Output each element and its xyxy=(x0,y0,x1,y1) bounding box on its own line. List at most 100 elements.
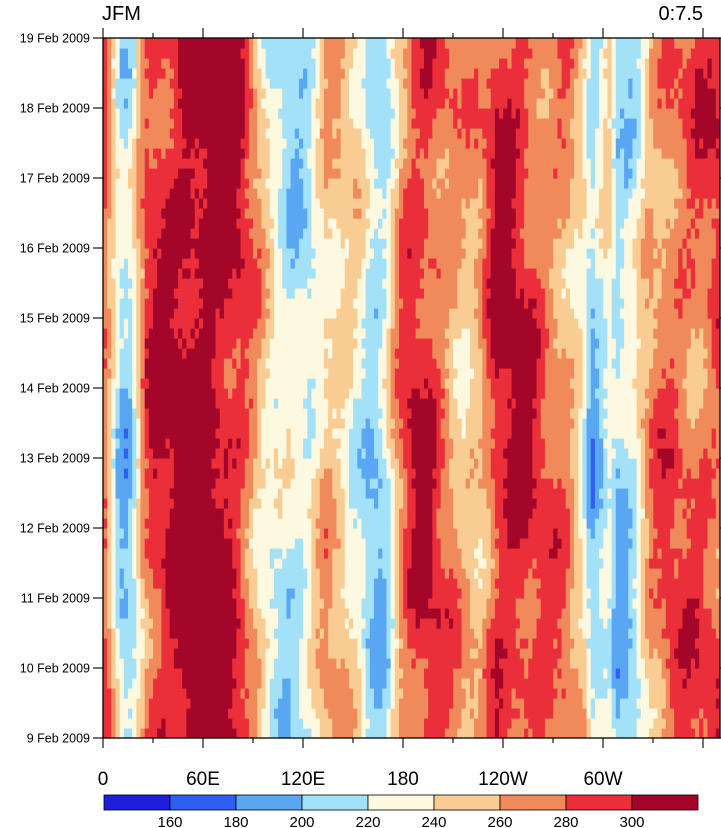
heatmap-cell xyxy=(165,258,171,269)
heatmap-cell xyxy=(232,588,238,599)
heatmap-cell xyxy=(215,88,221,99)
heatmap-cell xyxy=(390,288,396,299)
heatmap-cell xyxy=(340,708,346,719)
heatmap-cell xyxy=(157,438,162,449)
heatmap-cell xyxy=(257,548,263,559)
heatmap-cell xyxy=(269,688,275,699)
heatmap-cell xyxy=(236,338,242,349)
heatmap-cell xyxy=(153,48,158,59)
heatmap-cell xyxy=(236,458,242,469)
heatmap-cell xyxy=(178,498,183,509)
heatmap-cell xyxy=(203,118,208,129)
heatmap-cell xyxy=(111,348,117,359)
heatmap-cell xyxy=(228,88,233,99)
heatmap-cell xyxy=(328,238,333,249)
heatmap-cell xyxy=(236,348,242,359)
heatmap-cell xyxy=(373,38,379,49)
heatmap-cell xyxy=(273,148,279,159)
heatmap-cell xyxy=(223,88,229,99)
heatmap-cell xyxy=(323,48,329,59)
heatmap-cell xyxy=(319,318,325,329)
heatmap-cell xyxy=(323,458,329,469)
heatmap-cell xyxy=(382,648,388,659)
heatmap-cell xyxy=(253,668,258,679)
heatmap-cell xyxy=(273,258,279,269)
heatmap-cell xyxy=(161,168,167,179)
heatmap-cell xyxy=(173,378,179,389)
heatmap-cell xyxy=(348,518,354,529)
heatmap-cell xyxy=(319,58,325,69)
heatmap-cell xyxy=(294,458,300,469)
heatmap-cell xyxy=(223,228,229,239)
heatmap-cell xyxy=(282,708,288,719)
heatmap-cell xyxy=(307,628,313,639)
heatmap-cell xyxy=(332,148,338,159)
heatmap-cell xyxy=(165,528,171,539)
heatmap-cell xyxy=(244,218,250,229)
heatmap-cell xyxy=(398,618,404,629)
heatmap-cell xyxy=(386,328,392,339)
heatmap-cell xyxy=(340,728,346,738)
heatmap-cell xyxy=(261,528,267,539)
heatmap-cell xyxy=(148,418,154,429)
heatmap-cell xyxy=(319,48,325,59)
heatmap-cell xyxy=(311,448,317,459)
heatmap-cell xyxy=(157,478,162,489)
heatmap-cell xyxy=(136,48,142,59)
heatmap-cell xyxy=(198,298,204,309)
heatmap-cell xyxy=(211,308,217,319)
heatmap-cell xyxy=(219,558,225,569)
heatmap-cell xyxy=(290,228,296,239)
heatmap-cell xyxy=(144,468,150,479)
heatmap-cell xyxy=(336,58,342,69)
heatmap-cell xyxy=(136,568,142,579)
heatmap-cell xyxy=(311,398,317,409)
heatmap-cell xyxy=(244,658,250,669)
heatmap-cell xyxy=(190,598,196,609)
heatmap-cell xyxy=(361,688,367,699)
heatmap-cell xyxy=(257,628,263,639)
heatmap-cell xyxy=(186,628,192,639)
heatmap-cell xyxy=(169,118,175,129)
heatmap-cell xyxy=(178,478,183,489)
heatmap-cell xyxy=(286,728,292,738)
heatmap-cell xyxy=(282,668,288,679)
heatmap-cell xyxy=(269,528,275,539)
heatmap-cell xyxy=(303,698,308,709)
heatmap-cell xyxy=(169,428,175,439)
heatmap-cell xyxy=(136,278,142,289)
heatmap-cell xyxy=(240,378,246,389)
heatmap-cell xyxy=(303,158,308,169)
heatmap-cell xyxy=(207,668,212,679)
heatmap-cell xyxy=(311,128,317,139)
heatmap-cell xyxy=(382,588,388,599)
heatmap-cell xyxy=(361,638,367,649)
heatmap-cell xyxy=(278,148,283,159)
heatmap-cell xyxy=(394,268,400,279)
heatmap-cell xyxy=(369,478,375,489)
heatmap-cell xyxy=(265,228,271,239)
heatmap-cell xyxy=(398,608,404,619)
heatmap-cell xyxy=(336,528,342,539)
heatmap-cell xyxy=(157,688,162,699)
heatmap-cell xyxy=(328,228,333,239)
heatmap-cell xyxy=(369,658,375,669)
heatmap-cell xyxy=(240,508,246,519)
heatmap-cell xyxy=(282,48,288,59)
heatmap-cell xyxy=(282,478,288,489)
heatmap-cell xyxy=(278,378,283,389)
heatmap-cell xyxy=(278,528,283,539)
heatmap-cell xyxy=(161,678,167,689)
heatmap-cell xyxy=(132,458,137,469)
heatmap-cell xyxy=(144,128,150,139)
heatmap-cell xyxy=(373,368,379,379)
heatmap-cell xyxy=(394,618,400,629)
heatmap-cell xyxy=(144,458,150,469)
heatmap-cell xyxy=(186,448,192,459)
heatmap-cell xyxy=(244,648,250,659)
heatmap-cell xyxy=(244,728,250,738)
heatmap-cell xyxy=(265,628,271,639)
heatmap-cell xyxy=(128,98,133,109)
heatmap-cell xyxy=(228,448,233,459)
heatmap-cell xyxy=(123,248,129,259)
